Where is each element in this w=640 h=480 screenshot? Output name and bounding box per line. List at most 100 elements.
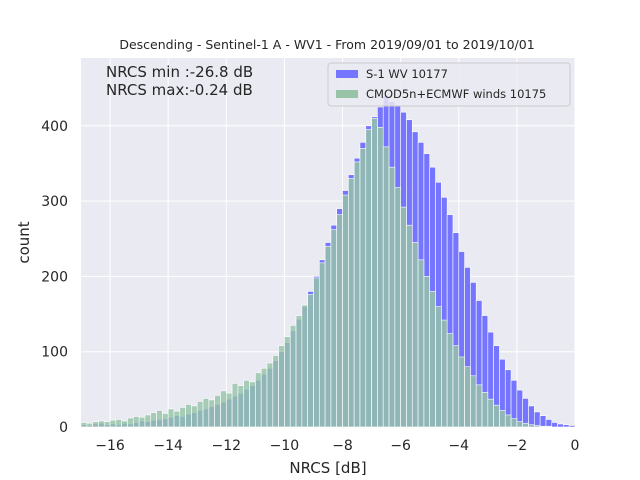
bars-cmod5n: [80, 117, 553, 428]
bar-cmod5n: [458, 356, 465, 428]
bar-cmod5n: [255, 372, 262, 428]
legend-swatch-s1: [336, 70, 358, 78]
bar-cmod5n: [121, 420, 128, 428]
bar-cmod5n: [429, 291, 436, 428]
bar-cmod5n: [510, 418, 518, 428]
bar-cmod5n: [173, 410, 181, 428]
bar-cmod5n: [452, 345, 460, 428]
bar-cmod5n: [179, 407, 186, 428]
x-tick-label: −8: [332, 438, 353, 454]
legend-label-cmod: CMOD5n+ECMWF winds 10175: [366, 87, 546, 101]
bar-cmod5n: [371, 117, 378, 428]
bar-cmod5n: [162, 413, 169, 428]
bar-cmod5n: [272, 355, 279, 428]
chart-title: Descending - Sentinel-1 A - WV1 - From 2…: [119, 37, 534, 52]
nrcs-min-annotation: NRCS min :-26.8 dB: [106, 63, 253, 81]
bar-cmod5n: [353, 161, 361, 428]
bar-cmod5n: [103, 421, 111, 428]
y-tick-label: 0: [59, 420, 68, 436]
x-tick-label: −10: [270, 438, 300, 454]
bar-cmod5n: [86, 422, 93, 428]
bar-cmod5n: [487, 398, 494, 428]
y-axis-label: count: [15, 221, 33, 263]
bar-cmod5n: [225, 392, 233, 428]
nrcs-max-annotation: NRCS max:-0.24 dB: [106, 81, 253, 99]
bar-cmod5n: [441, 319, 448, 428]
bar-cmod5n: [318, 262, 326, 428]
bar-cmod5n: [237, 385, 245, 428]
bar-cmod5n: [295, 315, 303, 428]
x-tick-label: −4: [448, 438, 469, 454]
bar-cmod5n: [109, 419, 117, 428]
bar-cmod5n: [249, 381, 256, 428]
bar-cmod5n: [464, 366, 471, 428]
bar-cmod5n: [470, 375, 477, 428]
bar-cmod5n: [411, 242, 419, 428]
x-axis-label: NRCS [dB]: [289, 459, 366, 477]
legend-label-s1: S-1 WV 10177: [366, 67, 448, 81]
bar-cmod5n: [493, 404, 500, 428]
bar-cmod5n: [435, 306, 442, 428]
bar-cmod5n: [528, 424, 535, 428]
bar-cmod5n: [499, 410, 506, 428]
x-tick-label: 0: [571, 438, 580, 454]
bar-cmod5n: [115, 419, 122, 428]
bar-cmod5n: [92, 421, 99, 428]
bar-cmod5n: [348, 178, 355, 428]
legend-swatch-cmod: [336, 90, 358, 98]
bar-cmod5n: [522, 422, 529, 428]
bar-s1-wv: [563, 424, 570, 428]
bar-cmod5n: [307, 294, 314, 428]
bar-cmod5n: [167, 408, 175, 428]
y-tick-label: 200: [41, 269, 68, 285]
legend: S-1 WV 10177 CMOD5n+ECMWF winds 10175: [327, 62, 571, 107]
bar-cmod5n: [539, 425, 547, 428]
bar-s1-wv: [568, 425, 576, 428]
bar-cmod5n: [231, 383, 239, 428]
bar-cmod5n: [191, 405, 198, 428]
bar-cmod5n: [133, 416, 140, 428]
bar-cmod5n: [504, 414, 512, 428]
bar-s1-wv: [539, 415, 547, 428]
bar-cmod5n: [313, 277, 320, 428]
bar-cmod5n: [144, 414, 152, 428]
bar-s1-wv: [522, 398, 529, 428]
bar-cmod5n: [289, 325, 297, 428]
bar-cmod5n: [417, 259, 425, 428]
bar-cmod5n: [330, 229, 338, 428]
bar-cmod5n: [196, 401, 204, 428]
bar-cmod5n: [301, 304, 308, 428]
bar-s1-wv: [528, 405, 535, 428]
bar-cmod5n: [266, 362, 274, 428]
bar-cmod5n: [545, 425, 553, 428]
bar-cmod5n: [423, 276, 431, 428]
bar-cmod5n: [446, 333, 454, 428]
x-tick-label: −12: [212, 438, 242, 454]
bar-cmod5n: [243, 380, 250, 428]
bar-cmod5n: [406, 224, 413, 428]
bar-cmod5n: [260, 367, 268, 428]
bar-cmod5n: [202, 398, 210, 428]
bar-cmod5n: [150, 412, 157, 428]
bar-cmod5n: [185, 404, 192, 428]
bar-cmod5n: [336, 214, 343, 428]
y-tick-label: 300: [41, 194, 68, 210]
bar-cmod5n: [365, 129, 372, 428]
bar-cmod5n: [98, 420, 105, 428]
legend-box: [327, 62, 571, 107]
x-axis-ticks: −16 −14 −12 −10 −8 −6 −4 −2 0: [95, 438, 579, 454]
bar-cmod5n: [138, 416, 146, 428]
y-axis-ticks: 0 100 200 300 400: [41, 119, 68, 436]
x-tick-label: −14: [153, 438, 183, 454]
bar-cmod5n: [534, 425, 541, 428]
bar-cmod5n: [214, 395, 221, 428]
bar-cmod5n: [278, 345, 285, 428]
bar-cmod5n: [284, 336, 291, 428]
bar-cmod5n: [516, 421, 523, 428]
bar-cmod5n: [324, 245, 332, 428]
bar-cmod5n: [359, 148, 367, 428]
bar-cmod5n: [400, 206, 407, 428]
bar-cmod5n: [382, 146, 390, 428]
bar-s1-wv: [551, 422, 558, 428]
bar-cmod5n: [481, 392, 489, 428]
